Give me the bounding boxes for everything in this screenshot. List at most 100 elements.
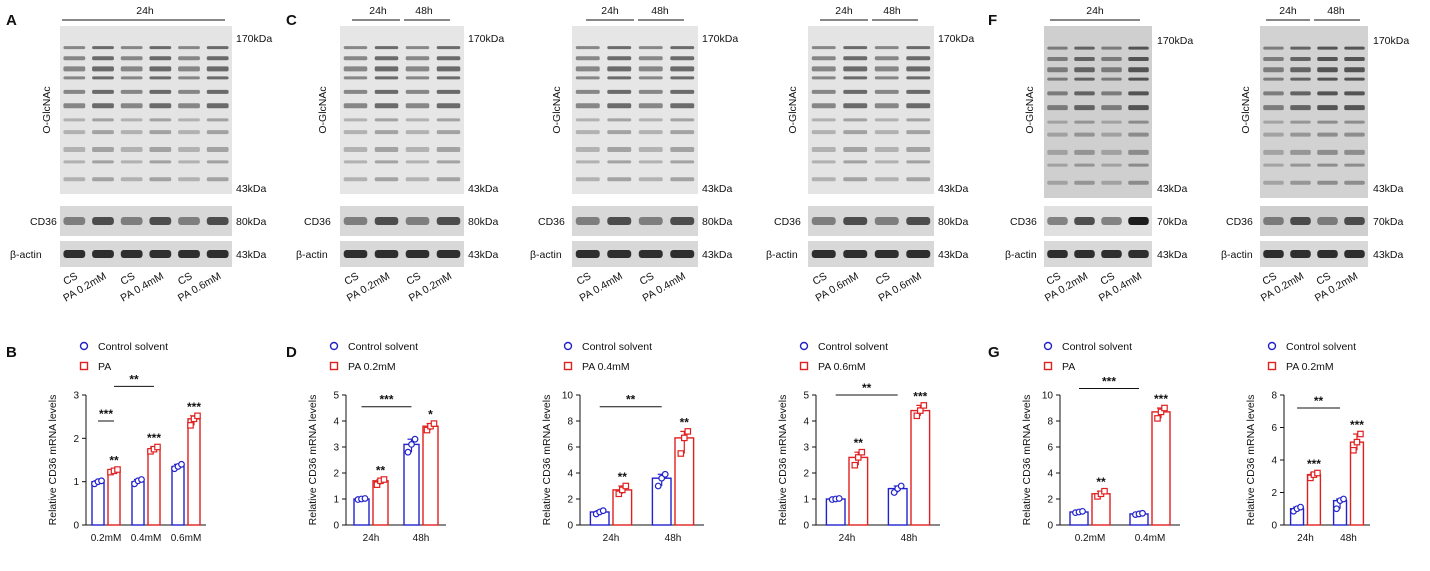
o-glcnac-band	[638, 160, 663, 164]
y-tick-label: 6	[1271, 423, 1277, 434]
o-glcnac-band	[843, 177, 868, 182]
o-glcnac-band	[670, 66, 695, 72]
o-glcnac-band	[405, 76, 430, 80]
o-glcnac-band	[575, 46, 600, 50]
mw-marker-top: 170kDa	[468, 33, 504, 45]
cd36-band	[843, 217, 868, 225]
data-point	[684, 428, 692, 435]
data-point	[1157, 408, 1165, 416]
significance-label: **	[618, 470, 628, 484]
data-point	[1161, 404, 1168, 412]
o-glcnac-band	[1128, 132, 1149, 137]
x-tick-label: 24h	[1297, 533, 1314, 544]
o-glcnac-band	[1074, 149, 1095, 155]
o-glcnac-band	[1344, 120, 1365, 124]
actin-band	[63, 250, 86, 258]
cd36-band	[1074, 217, 1095, 225]
time-label-24h: 24h	[601, 5, 619, 17]
o-glcnac-band	[1290, 105, 1311, 111]
time-label: 24h	[1086, 5, 1104, 17]
o-glcnac-band	[1344, 132, 1365, 137]
y-tick-label: 6	[1047, 443, 1053, 454]
o-glcnac-band	[405, 160, 430, 164]
data-point	[622, 482, 630, 490]
o-glcnac-band	[206, 130, 229, 135]
data-point	[858, 448, 866, 456]
o-glcnac-band	[1047, 180, 1068, 185]
panel-label-d: D	[286, 344, 297, 361]
o-glcnac-band	[1344, 46, 1365, 50]
data-point	[1139, 509, 1146, 517]
actin-band	[206, 250, 229, 258]
o-glcnac-band	[1263, 77, 1284, 81]
cd36-band	[149, 217, 172, 225]
y-tick-label: 2	[333, 469, 339, 480]
panel-label-b: B	[6, 344, 17, 361]
o-glcnac-band	[1317, 56, 1338, 61]
o-glcnac-band	[607, 130, 632, 135]
o-glcnac-band	[638, 177, 663, 182]
significance-label: **	[1096, 475, 1106, 489]
mw-marker-bottom: 43kDa	[702, 183, 733, 195]
actin-band	[343, 250, 368, 258]
o-glcnac-band	[206, 146, 229, 152]
o-glcnac-band	[874, 66, 899, 72]
o-glcnac-band	[1047, 77, 1068, 81]
o-glcnac-label: O-GlcNAc	[1240, 86, 1252, 133]
actin-band	[1074, 250, 1095, 258]
data-point	[138, 476, 145, 483]
o-glcnac-band	[811, 76, 836, 80]
o-glcnac-band	[1344, 149, 1365, 155]
o-glcnac-band	[1128, 149, 1149, 155]
o-glcnac-band	[1047, 46, 1068, 50]
y-tick-label: 0	[333, 521, 339, 532]
o-glcnac-band	[92, 146, 114, 152]
o-glcnac-band	[811, 130, 836, 135]
bar-pa	[1349, 441, 1365, 526]
o-glcnac-band	[1101, 149, 1122, 155]
o-glcnac-band	[670, 89, 695, 94]
o-glcnac-band	[906, 118, 931, 122]
o-glcnac-band	[343, 177, 368, 182]
o-glcnac-band	[374, 160, 399, 164]
western-blot-c3: 24h 48h O-GlcNAc 170kDa 43kDa CD36 80kDa…	[766, 5, 974, 304]
o-glcnac-band	[149, 130, 172, 135]
o-glcnac-band	[436, 103, 461, 109]
o-glcnac-band	[374, 103, 399, 109]
x-tick-label: 48h	[413, 533, 430, 544]
o-glcnac-band	[92, 177, 114, 182]
o-glcnac-band	[1290, 180, 1311, 185]
y-axis-label: Relative CD36 mRNA levels	[777, 395, 789, 526]
bar-pa	[1151, 411, 1171, 526]
mw-marker-top: 170kDa	[938, 33, 974, 45]
o-glcnac-band	[436, 46, 461, 50]
o-glcnac-band	[638, 118, 663, 122]
o-glcnac-band	[92, 103, 114, 109]
chart-g2: Control solvent PA 0.2mM 0 2 4 6 8 Relative CD3…	[1245, 341, 1370, 544]
x-tick-label: 0.2mM	[1075, 533, 1106, 544]
o-glcnac-band	[1047, 105, 1068, 111]
lane-label: CS	[638, 270, 657, 288]
o-glcnac-band	[811, 56, 836, 61]
o-glcnac-band	[874, 56, 899, 61]
o-glcnac-band	[436, 89, 461, 94]
o-glcnac-band	[1344, 163, 1365, 167]
mw-marker-top: 170kDa	[236, 33, 272, 45]
o-glcnac-band	[638, 89, 663, 94]
o-glcnac-band	[374, 56, 399, 61]
o-glcnac-band	[607, 160, 632, 164]
o-glcnac-band	[63, 46, 86, 50]
o-glcnac-band	[575, 130, 600, 135]
data-point	[1350, 446, 1357, 454]
o-glcnac-band	[63, 160, 86, 164]
lane-label: CS	[811, 270, 830, 288]
actin-band	[1344, 250, 1365, 258]
o-glcnac-band	[120, 103, 143, 109]
o-glcnac-band	[843, 103, 868, 109]
o-glcnac-band	[436, 66, 461, 72]
o-glcnac-band	[92, 56, 114, 61]
o-glcnac-band	[63, 66, 86, 72]
bracket-significance: **	[1314, 394, 1324, 408]
bar-control	[171, 465, 185, 526]
o-glcnac-band	[1047, 149, 1068, 155]
